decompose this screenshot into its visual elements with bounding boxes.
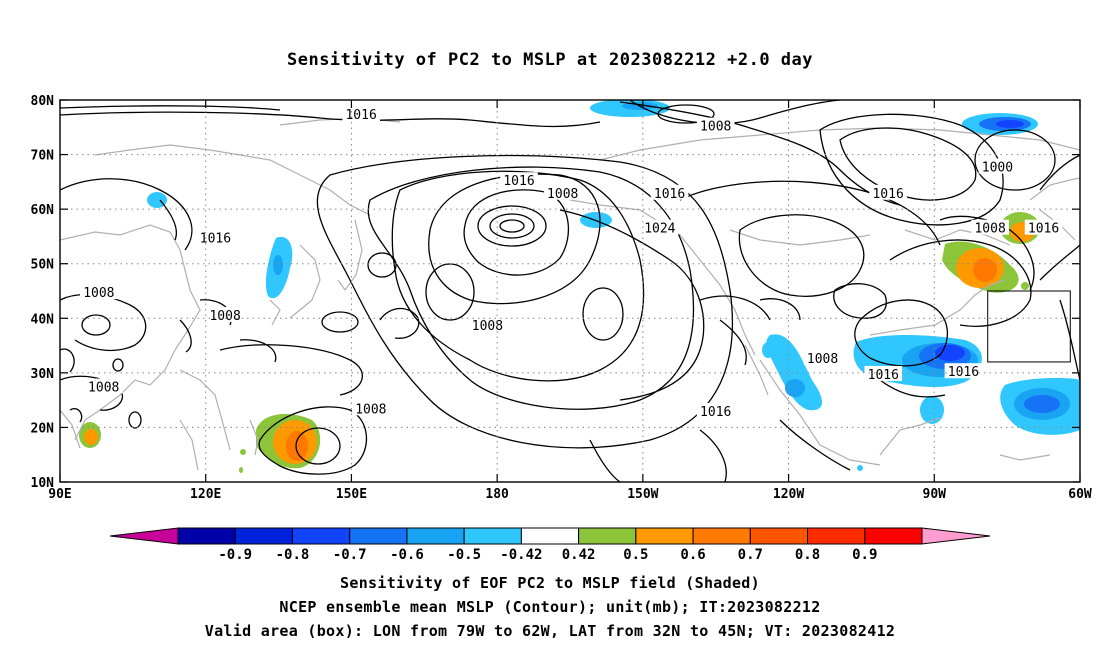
contour-label-bg bbox=[500, 172, 538, 188]
plot-title: Sensitivity of PC2 to MSLP at 2023082212… bbox=[286, 50, 813, 70]
lon-tick-label: 60W bbox=[1068, 487, 1092, 502]
contour-label-bg bbox=[971, 219, 1009, 235]
colorbar-swatch bbox=[109, 527, 179, 545]
lon-tick-label: 120E bbox=[190, 487, 221, 502]
contour-label-bg bbox=[864, 365, 903, 381]
lat-tick-label: 60N bbox=[31, 203, 55, 218]
caption-line-2: NCEP ensemble mean MSLP (Contour); unit(… bbox=[279, 598, 821, 616]
contour-label: 1008 bbox=[807, 352, 838, 367]
contour-label: 1016 bbox=[872, 187, 903, 202]
colorbar-swatch bbox=[749, 527, 809, 545]
contour-label: 1008 bbox=[974, 222, 1005, 237]
colorbar-label: 0.5 bbox=[623, 547, 648, 563]
lon-tick-label: 180 bbox=[485, 487, 509, 502]
contour-label: 1016 bbox=[868, 368, 899, 383]
colorbar: -0.9 -0.8 -0.7 -0.6 -0.5 -0.42 0.42 0.5 0.6 0.7 0.… bbox=[109, 527, 991, 563]
contour-label-bg bbox=[543, 184, 582, 200]
colorbar-label: -0.7 bbox=[333, 547, 367, 563]
colorbar-label: -0.5 bbox=[447, 547, 481, 563]
contour-label: 1008 bbox=[88, 381, 119, 396]
contour-label: 1000 bbox=[982, 161, 1013, 176]
contour-label: 1008 bbox=[209, 309, 240, 324]
colorbar-label: 0.8 bbox=[795, 547, 820, 563]
contour-label-bg bbox=[650, 184, 689, 200]
caption-line-3: Valid area (box): LON from 79W to 62W, L… bbox=[204, 622, 896, 640]
colorbar-swatch bbox=[807, 527, 866, 545]
contour-label: 1008 bbox=[472, 319, 503, 334]
colorbar-label: 0.7 bbox=[738, 547, 763, 563]
lon-tick-label: 120W bbox=[773, 487, 804, 502]
contour-label: 1016 bbox=[700, 405, 731, 420]
colorbar-swatch bbox=[234, 527, 293, 545]
lon-tick-label: 90E bbox=[48, 487, 71, 502]
colorbar-swatch bbox=[349, 527, 408, 545]
colorbar-label: 0.9 bbox=[852, 547, 877, 563]
colorbar-swatch bbox=[177, 527, 236, 545]
lon-tick-label: 150W bbox=[627, 487, 658, 502]
contour-label: 1016 bbox=[654, 187, 685, 202]
contour-label: 1016 bbox=[200, 232, 231, 247]
contour-label-bg bbox=[80, 284, 118, 300]
lat-tick-label: 70N bbox=[31, 149, 55, 164]
contour-label-bg bbox=[352, 400, 390, 416]
contour-label: 1008 bbox=[355, 402, 386, 417]
contour-label: 1016 bbox=[503, 174, 534, 189]
colorbar-swatch bbox=[692, 527, 751, 545]
contour-label-bg bbox=[978, 158, 1017, 174]
neg-patch-baja bbox=[766, 334, 823, 411]
colorbar-label: -0.8 bbox=[276, 547, 310, 563]
contour-label-bg bbox=[84, 378, 123, 394]
lat-tick-label: 50N bbox=[31, 258, 55, 273]
colorbar-label: -0.6 bbox=[390, 547, 424, 563]
contour-label-bg bbox=[944, 363, 983, 379]
colorbar-swatch bbox=[921, 527, 991, 545]
colorbar-swatch bbox=[406, 527, 465, 545]
contour-label: 1016 bbox=[345, 108, 376, 123]
colorbar-label: 0.6 bbox=[680, 547, 705, 563]
lat-tick-label: 80N bbox=[31, 94, 55, 109]
lat-tick-label: 20N bbox=[31, 421, 55, 436]
caption-line-1: Sensitivity of EOF PC2 to MSLP field (Sh… bbox=[340, 574, 760, 592]
contour-label-bg bbox=[696, 403, 735, 419]
lon-tick-label: 150E bbox=[336, 487, 367, 502]
contour-label: 1024 bbox=[644, 222, 675, 237]
lat-tick-label: 10N bbox=[31, 476, 55, 491]
contour-label: 1016 bbox=[1028, 222, 1059, 237]
contour-label-bg bbox=[803, 350, 842, 366]
contour-label-bg bbox=[696, 117, 735, 133]
colorbar-swatch bbox=[864, 527, 923, 545]
contour-label-bg bbox=[1024, 219, 1063, 235]
contour-label-bg bbox=[869, 184, 907, 200]
coastlines bbox=[60, 117, 1080, 471]
colorbar-swatch bbox=[635, 527, 694, 545]
lat-tick-label: 30N bbox=[31, 367, 55, 382]
contour-label: 1008 bbox=[547, 187, 578, 202]
map-frame bbox=[59, 99, 1081, 483]
contour-label-bg bbox=[206, 307, 244, 323]
valid-area-box bbox=[987, 290, 1071, 363]
contour-label: 1008 bbox=[83, 286, 114, 301]
colorbar-swatch bbox=[463, 527, 522, 545]
lon-tick-label: 90W bbox=[923, 487, 947, 502]
contour-label-bg bbox=[641, 219, 679, 235]
colorbar-swatch bbox=[520, 527, 580, 545]
colorbar-swatch bbox=[291, 527, 351, 545]
colorbar-label: -0.42 bbox=[500, 547, 542, 563]
colorbar-swatch bbox=[578, 527, 637, 545]
lat-tick-label: 40N bbox=[31, 312, 55, 327]
shading-layer bbox=[79, 100, 1080, 473]
colorbar-label: -0.9 bbox=[218, 547, 252, 563]
contour-label: 1008 bbox=[700, 120, 731, 135]
colorbar-label: 0.42 bbox=[562, 547, 596, 563]
mslp-contours bbox=[60, 100, 1080, 482]
neg-patch-siberia bbox=[147, 192, 167, 208]
